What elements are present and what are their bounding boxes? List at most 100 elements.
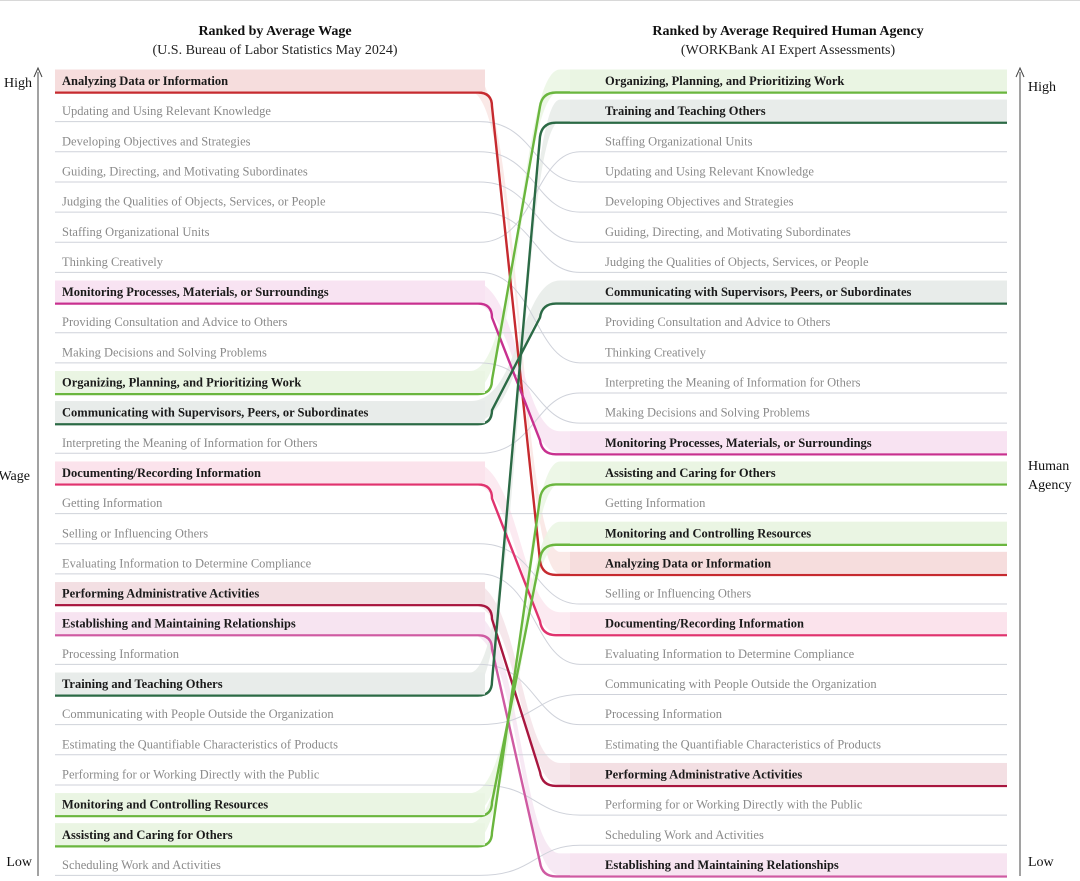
right-item-performing-administrative-activities: Performing Administrative Activities [605,767,802,781]
left-item-making-decisions-and-solving-problems: Making Decisions and Solving Problems [62,345,267,359]
right-row-bg-performing-administrative-activities [570,762,1007,785]
right-ranking-list: Organizing, Planning, and Prioritizing W… [570,69,1007,876]
right-row-bg-monitoring-and-controlling-resources [570,521,1007,544]
right-item-organizing-planning-and-prioritizing-work: Organizing, Planning, and Prioritizing W… [605,74,844,88]
left-item-thinking-creatively: Thinking Creatively [62,255,164,269]
right-axis-mid-line1: Human [1028,459,1069,474]
left-item-analyzing-data-or-information: Analyzing Data or Information [62,74,228,88]
left-item-organizing-planning-and-prioritizing-work: Organizing, Planning, and Prioritizing W… [62,376,301,390]
right-row-bg-analyzing-data-or-information [570,551,1007,574]
left-item-training-and-teaching-others: Training and Teaching Others [62,677,223,691]
right-axis-low: Low [1028,855,1055,870]
left-row-bg-analyzing-data-or-information [55,69,485,92]
link-scheduling-work-and-activities [55,844,1007,876]
right-row-bg-communicating-with-supervisors-peers-or-subordinates [570,280,1007,303]
left-item-guiding-directing-and-motivating-subordinates: Guiding, Directing, and Motivating Subor… [62,164,308,178]
link-thinking-creatively [55,271,1007,364]
band-assisting-and-caring-for-others [55,461,1007,846]
left-header-subtitle: (U.S. Bureau of Labor Statistics May 202… [153,43,398,58]
right-item-processing-information: Processing Information [605,707,723,721]
left-item-performing-for-or-working-directly-with-the-public: Performing for or Working Directly with … [62,767,320,781]
right-item-guiding-directing-and-motivating-subordinates: Guiding, Directing, and Motivating Subor… [605,225,851,239]
right-item-scheduling-work-and-activities: Scheduling Work and Activities [605,828,764,842]
band-monitoring-processes-materials-or-surroundings [55,280,1007,454]
link-making-decisions-and-solving-problems [55,362,1007,424]
left-row-bg-performing-administrative-activities [55,582,485,605]
left-ranking-list: Analyzing Data or Information Updating an… [55,69,485,872]
left-item-providing-consultation-and-advice-to-others: Providing Consultation and Advice to Oth… [62,315,287,329]
right-item-monitoring-and-controlling-resources: Monitoring and Controlling Resources [605,526,811,540]
left-item-communicating-with-supervisors-peers-or-subordinates: Communicating with Supervisors, Peers, o… [62,406,369,420]
right-item-training-and-teaching-others: Training and Teaching Others [605,104,766,118]
left-row-bg-documenting-recording-information [55,461,485,484]
right-row-bg-monitoring-processes-materials-or-surroundings [570,431,1007,454]
left-row-bg-organizing-planning-and-prioritizing-work [55,371,485,393]
link-evaluating-information-to-determine-compliance [55,573,1007,665]
right-item-monitoring-processes-materials-or-surroundings: Monitoring Processes, Materials, or Surr… [605,436,872,450]
link-assisting-and-caring-for-others [55,483,1007,848]
left-axis-arrow [33,66,43,78]
right-item-staffing-organizational-units: Staffing Organizational Units [605,134,753,148]
link-judging-the-qualities-of-objects-services-or-people [55,211,1007,273]
left-axis-low: Low [6,855,33,870]
left-row-bg-monitoring-processes-materials-or-surroundings [55,280,485,303]
right-item-thinking-creatively: Thinking Creatively [605,345,707,359]
left-item-processing-information: Processing Information [62,647,180,661]
right-axis-mid-line2: Agency [1028,478,1072,493]
right-item-making-decisions-and-solving-problems: Making Decisions and Solving Problems [605,406,810,420]
right-item-communicating-with-people-outside-the-organization: Communicating with People Outside the Or… [605,677,877,691]
left-item-assisting-and-caring-for-others: Assisting and Caring for Others [62,828,233,842]
link-updating-and-using-relevant-knowledge [55,121,1007,183]
right-row-bg-assisting-and-caring-for-others [570,461,1007,484]
right-item-providing-consultation-and-advice-to-others: Providing Consultation and Advice to Oth… [605,315,830,329]
link-performing-administrative-activities [55,603,1007,788]
left-item-staffing-organizational-units: Staffing Organizational Units [62,225,210,239]
left-item-establishing-and-maintaining-relationships: Establishing and Maintaining Relationshi… [62,617,296,631]
left-row-bg-communicating-with-supervisors-peers-or-subordinates [55,401,485,424]
left-header-title: Ranked by Average Wage [198,24,351,39]
left-item-estimating-the-quantifiable-characteristics-of-products: Estimating the Quantifiable Characterist… [62,737,338,751]
link-communicating-with-supervisors-peers-or-subordinates [55,302,1007,426]
link-processing-information [55,663,1007,726]
left-item-interpreting-the-meaning-of-information-for-others: Interpreting the Meaning of Information … [62,436,318,450]
left-item-developing-objectives-and-strategies: Developing Objectives and Strategies [62,134,251,148]
left-axis: High Wage Low [0,66,43,876]
left-item-monitoring-processes-materials-or-surroundings: Monitoring Processes, Materials, or Surr… [62,285,329,299]
link-developing-objectives-and-strategies [55,151,1007,213]
right-item-establishing-and-maintaining-relationships: Establishing and Maintaining Relationshi… [605,858,839,872]
right-item-communicating-with-supervisors-peers-or-subordinates: Communicating with Supervisors, Peers, o… [605,285,912,299]
right-item-interpreting-the-meaning-of-information-for-others: Interpreting the Meaning of Information … [605,376,861,390]
right-axis: High Human Agency Low [1015,66,1072,876]
link-selling-or-influencing-others [55,543,1007,605]
link-monitoring-and-controlling-resources [55,543,1007,818]
right-item-documenting-recording-information: Documenting/Recording Information [605,617,804,631]
left-item-selling-or-influencing-others: Selling or Influencing Others [62,526,208,540]
right-row-bg-organizing-planning-and-prioritizing-work [570,69,1007,92]
link-monitoring-processes-materials-or-surroundings [55,302,1007,456]
left-axis-mid: Wage [0,469,30,484]
link-training-and-teaching-others [55,121,1007,697]
left-item-communicating-with-people-outside-the-organization: Communicating with People Outside the Or… [62,707,334,721]
right-row-bg-documenting-recording-information [570,612,1007,635]
link-performing-for-or-working-directly-with-the-public [55,784,1007,816]
right-header-subtitle: (WORKBank AI Expert Assessments) [681,43,896,58]
right-item-selling-or-influencing-others: Selling or Influencing Others [605,587,751,601]
right-item-performing-for-or-working-directly-with-the-public: Performing for or Working Directly with … [605,798,863,812]
left-row-bg-establishing-and-maintaining-relationships [55,612,485,635]
right-item-evaluating-information-to-determine-compliance: Evaluating Information to Determine Comp… [605,647,855,661]
left-item-documenting-recording-information: Documenting/Recording Information [62,466,261,480]
left-item-getting-information: Getting Information [62,496,163,510]
right-row-bg-establishing-and-maintaining-relationships [570,853,1007,876]
right-item-judging-the-qualities-of-objects-services-or-people: Judging the Qualities of Objects, Servic… [605,255,869,269]
left-row-bg-assisting-and-caring-for-others [55,823,485,846]
left-item-evaluating-information-to-determine-compliance: Evaluating Information to Determine Comp… [62,556,312,570]
right-item-developing-objectives-and-strategies: Developing Objectives and Strategies [605,195,794,209]
link-establishing-and-maintaining-relationships [55,634,1007,878]
left-item-judging-the-qualities-of-objects-services-or-people: Judging the Qualities of Objects, Servic… [62,195,326,209]
right-header-title: Ranked by Average Required Human Agency [652,24,923,39]
left-item-scheduling-work-and-activities: Scheduling Work and Activities [62,858,221,872]
right-item-estimating-the-quantifiable-characteristics-of-products: Estimating the Quantifiable Characterist… [605,737,881,751]
link-analyzing-data-or-information [55,91,1007,577]
right-item-getting-information: Getting Information [605,496,706,510]
